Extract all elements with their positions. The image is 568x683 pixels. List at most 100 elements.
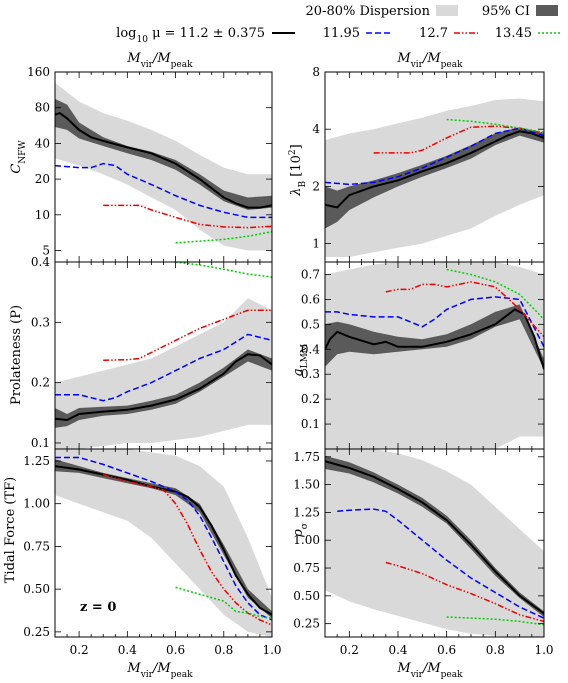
panel-1: 1 2 4 8 <box>312 65 545 263</box>
panel-2: 0.1 0.2 0.3 0.4 <box>31 255 273 450</box>
y-tick-label: 0.2 <box>31 376 50 390</box>
x-tick-label: 0.8 <box>214 643 233 657</box>
y-tick-label: 1 <box>312 237 320 251</box>
y-tick-label: 8 <box>312 65 320 79</box>
x-tick-label: 0.8 <box>486 643 505 657</box>
series-line-3 <box>385 561 544 623</box>
y-tick-label: 5 <box>42 244 50 258</box>
plot-area <box>55 82 272 251</box>
ylabel-prolateness: Prolateness (P) <box>9 305 24 405</box>
series-line-2 <box>325 296 544 348</box>
legend-ci-label: 95% CI <box>482 4 530 19</box>
panel-5: 0.2 0.4 0.6 0.8 1.0 0.25 0.50 0.75 1.00 1.25 1.50 1… <box>293 448 554 657</box>
dispersion-band <box>325 98 544 257</box>
series-line-3 <box>103 204 272 229</box>
y-tick-label: 1.00 <box>293 533 320 547</box>
annotation-redshift: z = 0 <box>80 600 116 615</box>
y-tick-label: 0.4 <box>31 255 50 269</box>
dispersion-band <box>325 449 544 637</box>
x-tick-label: 0.2 <box>70 643 89 657</box>
legend-series-4-label: 13.45 <box>495 26 532 41</box>
y-tick-label: 4 <box>312 122 320 136</box>
legend: 20-80% Dispersion 95% CI log10 μ = 11.2 … <box>116 4 562 45</box>
y-tick-label: 80 <box>35 101 50 115</box>
series-line-4 <box>175 230 272 244</box>
y-tick-label: 10 <box>35 208 50 222</box>
bottom-xlabel-left: Mvir/Mpeak <box>126 661 193 680</box>
y-tick-label: 0.25 <box>23 625 50 639</box>
y-tick-label: 0.75 <box>293 561 320 575</box>
y-tick-label: 0.75 <box>23 539 50 553</box>
y-tick-label: 160 <box>27 65 50 79</box>
y-tick-label: 0.3 <box>31 315 50 329</box>
x-tick-label: 0.2 <box>340 643 359 657</box>
y-tick-label: 20 <box>35 172 50 186</box>
dispersion-band <box>55 82 272 251</box>
y-tick-label: 2 <box>312 179 320 193</box>
y-tick-label: 0.50 <box>23 582 50 596</box>
panel-0: 5 10 20 40 80 160 <box>27 65 273 263</box>
ylabel-tidal-force: Tidal Force (TF) <box>3 477 18 583</box>
y-tick-label: 1.75 <box>293 450 320 464</box>
x-tick-label: 0.6 <box>437 643 456 657</box>
plot-area <box>55 262 272 449</box>
y-tick-label: 0.1 <box>31 436 50 450</box>
series-line-2 <box>55 333 272 402</box>
bottom-xlabel-right: Mvir/Mpeak <box>396 661 463 680</box>
series-line-1 <box>325 308 544 370</box>
plot-area <box>55 449 272 637</box>
series-line-4 <box>446 268 544 320</box>
plot-area <box>325 262 544 449</box>
panel-3: 0.1 0.2 0.3 0.4 0.5 0.6 0.7 <box>301 261 545 450</box>
x-tick-label: 0.6 <box>166 643 185 657</box>
y-tick-label: 0.50 <box>293 589 320 603</box>
y-tick-label: 40 <box>35 136 50 150</box>
ci-band <box>55 349 272 428</box>
y-tick-label: 0.2 <box>301 392 320 406</box>
x-tick-label: 0.4 <box>388 643 407 657</box>
y-tick-label: 0.3 <box>301 367 320 381</box>
x-tick-label: 1.0 <box>262 643 281 657</box>
y-tick-label: 0.6 <box>301 292 320 306</box>
series-line-2 <box>325 127 544 186</box>
x-tick-label: 1.0 <box>534 643 553 657</box>
y-tick-label: 0.4 <box>301 342 320 356</box>
ci-band <box>325 455 544 617</box>
top-xlabel-left: Mvir/Mpeak <box>126 51 193 70</box>
ylabel-lambda: λB [102] <box>288 144 308 196</box>
legend-dispersion-label: 20-80% Dispersion <box>306 4 431 19</box>
series-line-2 <box>337 508 544 619</box>
legend-series-2-label: 11.95 <box>323 26 360 41</box>
y-tick-label: 0.25 <box>293 617 320 631</box>
y-tick-label: 0.1 <box>301 417 320 431</box>
ylabel-almm: aLMM <box>291 344 310 376</box>
ylabel-cnfw: CNFW <box>9 140 28 174</box>
series-line-1 <box>55 111 272 209</box>
y-tick-label: 0.5 <box>301 317 320 331</box>
y-tick-label: 1.25 <box>23 454 50 468</box>
series-line-3 <box>102 473 272 626</box>
series-line-4 <box>446 118 544 134</box>
panel-4: 0.2 0.4 0.6 0.8 1.0 0.25 0.50 0.75 1.00 1.25 <box>23 448 282 657</box>
series-line-3 <box>385 281 544 338</box>
series-line-3 <box>103 309 272 362</box>
plot-area <box>325 98 544 257</box>
dispersion-band <box>55 298 272 449</box>
y-tick-label: 1.50 <box>293 478 320 492</box>
plot-area <box>325 449 544 637</box>
ci-band <box>325 304 544 370</box>
top-xlabel-right: Mvir/Mpeak <box>396 51 463 70</box>
series-line-4 <box>175 262 272 278</box>
y-tick-label: 1.25 <box>293 505 320 519</box>
dispersion-band <box>55 449 272 637</box>
y-tick-label: 0.7 <box>301 267 320 281</box>
dispersion-band <box>325 262 544 449</box>
legend-series-3-label: 12.7 <box>419 26 448 41</box>
series-line-4 <box>175 586 272 619</box>
series-line-2 <box>55 456 272 621</box>
legend-mu-label: log10 μ = 11.2 ± 0.375 <box>116 26 265 45</box>
legend-dispersion-swatch <box>436 5 458 16</box>
series-line-2 <box>55 162 272 219</box>
series-line-4 <box>446 616 544 626</box>
